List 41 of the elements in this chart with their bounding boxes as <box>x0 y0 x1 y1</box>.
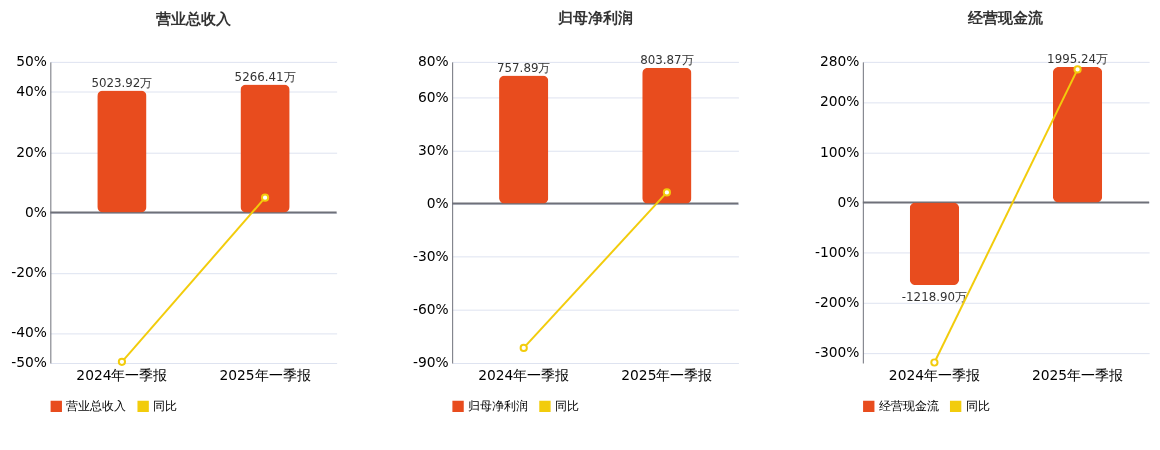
y-tick-label: 280% <box>819 53 860 70</box>
y-tick-label: 50% <box>16 53 47 70</box>
legend-label: 同比 <box>965 399 990 414</box>
legend-label: 经营现金流 <box>878 399 939 414</box>
chart-title: 归母净利润 <box>556 9 633 27</box>
x-tick-label: 2025年一季报 <box>219 367 311 384</box>
legend-label: 同比 <box>153 399 178 414</box>
y-tick-label: 0% <box>837 193 860 210</box>
x-tick-label: 2024年一季报 <box>478 367 570 384</box>
x-tick-label: 2024年一季报 <box>76 367 168 384</box>
y-tick-label: -30% <box>413 248 449 265</box>
y-tick-label: -50% <box>11 354 47 371</box>
data-label: 5023.92万 <box>91 75 153 90</box>
y-tick-label: -60% <box>413 301 449 318</box>
y-tick-label: 100% <box>819 143 860 160</box>
y-tick-label: 20% <box>16 143 47 160</box>
data-label: 1995.24万 <box>1047 52 1109 67</box>
y-tick-label: -200% <box>814 294 860 311</box>
y-tick-label: 80% <box>417 53 449 70</box>
data-label: 5266.41万 <box>234 69 296 84</box>
x-tick-label: 2025年一季报 <box>621 367 713 384</box>
legend-label: 归母净利润 <box>467 399 528 414</box>
data-label: 757.89万 <box>497 60 551 75</box>
x-tick-label: 2024年一季报 <box>888 367 980 384</box>
y-tick-label: -40% <box>11 324 47 341</box>
chart-title: 营业总收入 <box>155 10 232 28</box>
data-label: 803.87万 <box>640 52 694 67</box>
legend-label: 营业总收入 <box>66 399 127 414</box>
legend-label: 同比 <box>554 399 579 414</box>
y-tick-label: 0% <box>24 203 47 220</box>
y-tick-label: -90% <box>413 354 449 371</box>
y-tick-label: 40% <box>16 83 47 100</box>
y-tick-label: 0% <box>426 195 449 212</box>
x-tick-label: 2025年一季报 <box>1031 367 1124 384</box>
y-tick-label: -300% <box>814 344 860 361</box>
y-tick-label: -20% <box>11 264 47 281</box>
y-tick-label: 200% <box>819 93 860 110</box>
y-tick-label: -100% <box>814 244 860 261</box>
y-tick-label: 60% <box>417 88 449 105</box>
y-tick-label: 30% <box>417 141 449 158</box>
chart-title: 经营现金流 <box>967 8 1045 26</box>
